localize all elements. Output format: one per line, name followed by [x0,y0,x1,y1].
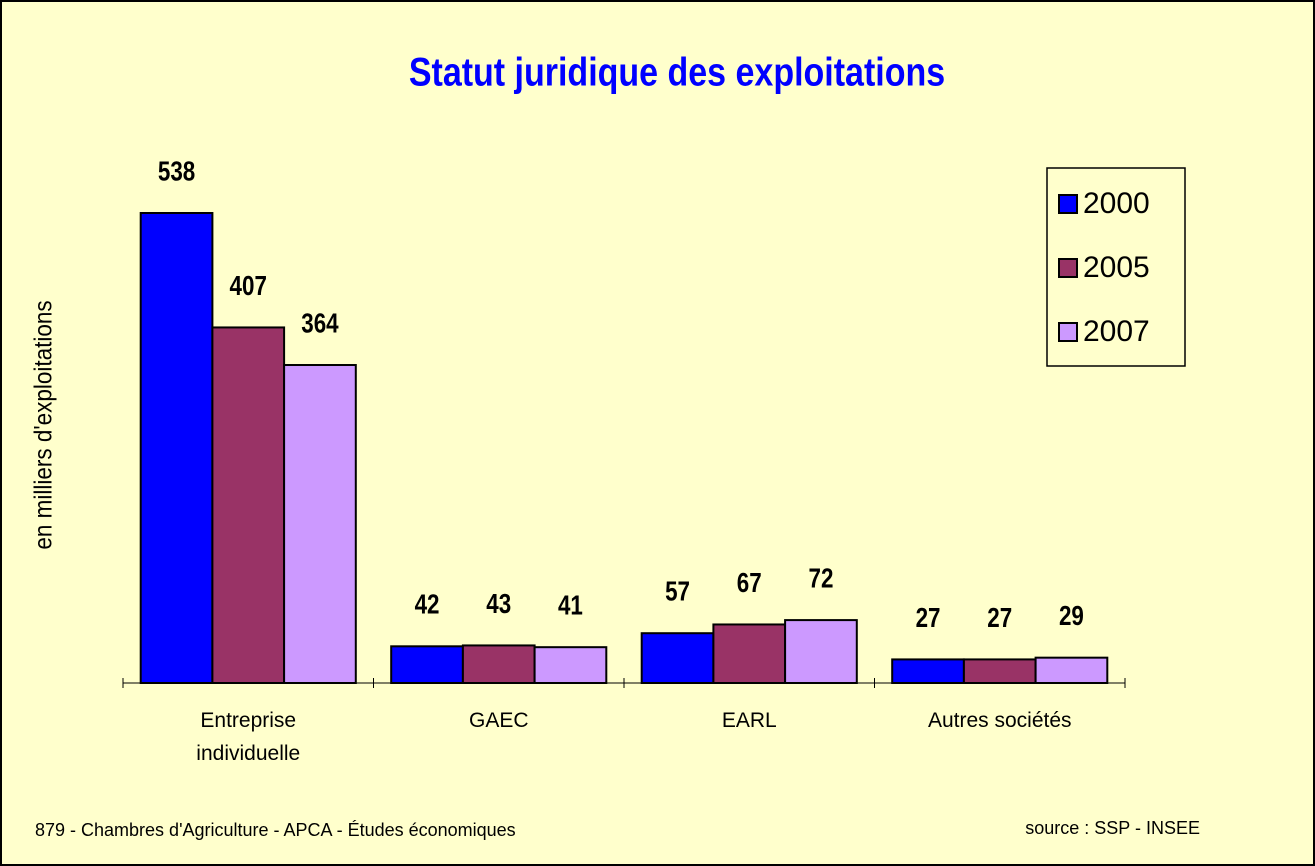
bar [283,364,357,684]
bar [891,658,965,685]
data-label: 364 [301,308,338,339]
x-tick-label: Entreprise individuelle [196,709,301,765]
chart-title: Statut juridique des exploitations [409,49,945,94]
data-label: 407 [230,271,267,302]
bar [712,623,787,684]
legend-label: 2000 [1083,187,1150,220]
data-label: 57 [665,576,690,607]
bar [533,646,608,684]
data-label: 538 [158,156,195,187]
bar [1034,656,1109,684]
x-tick-label: Autres sociétés [927,709,1072,732]
data-label: 67 [737,568,762,599]
legend-label: 2007 [1083,315,1150,348]
footer-left: 879 - Chambres d'Agriculture - APCA - Ét… [35,820,516,840]
bar [139,212,214,684]
bar [211,326,286,684]
bar [784,619,858,684]
legend-swatch [1058,194,1078,214]
x-tick-label: GAEC [468,709,529,732]
data-label: 43 [486,589,511,620]
data-label: 41 [558,590,583,621]
y-axis-label: en milliers d'exploitations [30,300,58,549]
bar [461,644,536,684]
data-label: 27 [987,603,1012,634]
footer-right: source : SSP - INSEE [1025,818,1200,838]
data-label: 42 [415,589,440,620]
legend-swatch [1058,322,1078,342]
data-label: 29 [1059,601,1084,632]
x-tick-label: EARL [721,709,777,732]
data-label: 27 [916,603,941,634]
bar [390,645,464,684]
legend-swatch [1058,258,1078,278]
legend-label: 2005 [1083,251,1150,284]
bar [962,658,1037,685]
bar [640,632,715,685]
data-label: 72 [808,563,833,594]
